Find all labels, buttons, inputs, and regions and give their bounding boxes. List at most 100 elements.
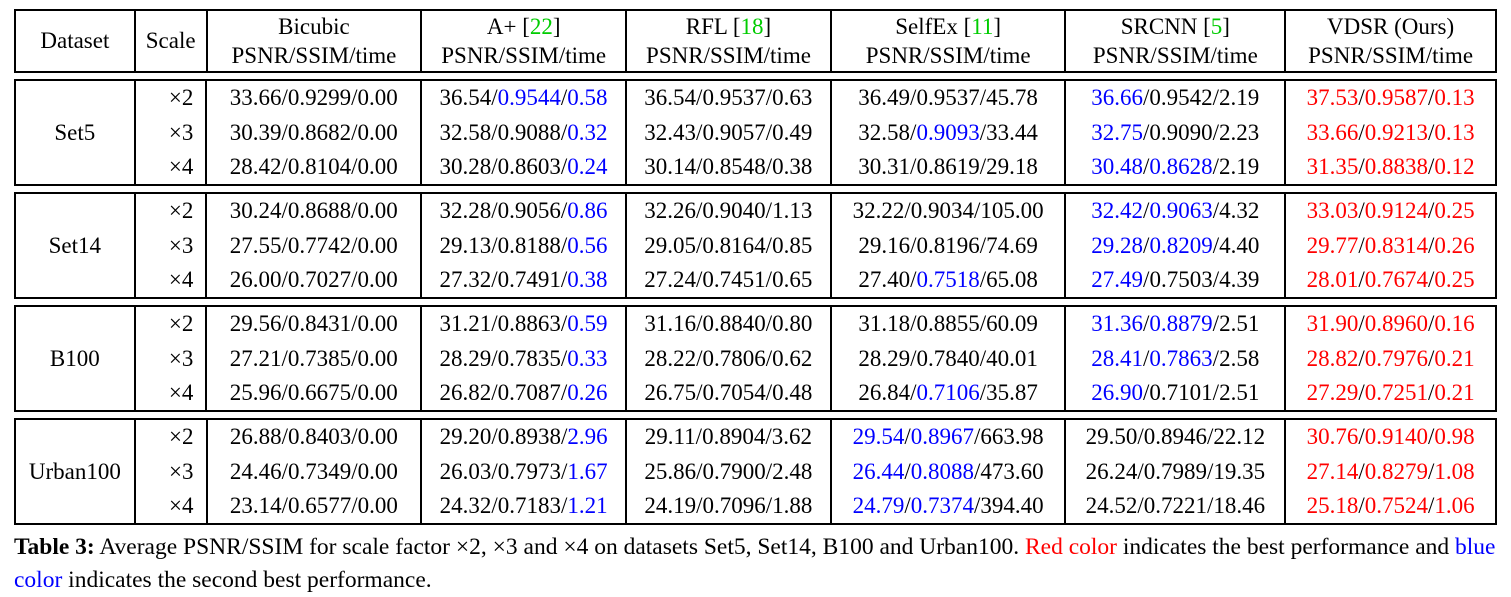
psnr-value: 30.28 [439,154,492,179]
metric-cell: 29.77/0.8314/0.26 [1284,228,1496,263]
metric-cell: 32.75/0.9090/2.23 [1064,115,1286,150]
metric-cell: 31.16/0.8840/0.80 [624,306,831,341]
metric-cell: 32.22/0.9034/105.00 [829,193,1066,228]
separator: / [1143,267,1150,292]
separator: / [351,311,358,336]
time-value: 0.13 [1434,119,1475,145]
method-name: A+ [22] [423,12,625,41]
time-value: 0.12 [1434,154,1475,179]
metric-cell: 26.84/0.7106/35.87 [829,376,1066,411]
psnr-value: 29.56 [229,311,282,336]
psnr-value: 31.18 [858,311,911,336]
text-segment: RFL [ [685,14,741,39]
metric-cell: 29.05/0.8164/0.85 [624,228,831,263]
psnr-value: 37.53 [1306,85,1359,110]
col-header-dataset: Dataset [14,10,135,72]
separator: / [560,267,568,292]
separator: / [491,424,498,449]
metric-cell: 27.29/0.7251/0.21 [1284,376,1496,411]
scale-cell: ×4 [133,263,207,298]
ssim-value: 0.7976 [1364,345,1428,371]
separator: / [491,311,498,336]
metric-cell: 36.54/0.9544/0.58 [420,80,626,115]
time-value: 2.51 [1219,380,1260,405]
ssim-value: 0.8209 [1149,232,1213,258]
separator: / [351,493,358,518]
psnr-value: 26.75 [644,380,697,405]
metric-cell: 24.19/0.7096/1.88 [624,489,831,524]
psnr-value: 28.29 [858,345,911,371]
psnr-value: 36.49 [858,85,911,110]
ssim-value: 0.9057 [702,119,766,145]
text-segment: ] [1222,14,1230,39]
separator: / [1358,154,1365,179]
psnr-value: 32.43 [644,119,697,145]
separator: / [1137,424,1144,449]
time-value: 0.21 [1434,380,1475,405]
separator: / [1206,424,1214,449]
psnr-value: 31.21 [439,311,492,336]
time-value: 2.48 [772,458,813,484]
time-value: 2.19 [1219,85,1260,110]
psnr-value: 36.54 [644,85,697,110]
metric-cell: 26.00/0.7027/0.00 [205,263,422,298]
time-value: 0.16 [1434,311,1475,336]
ssim-value: 0.7503 [1149,267,1213,292]
separator: / [1358,311,1365,336]
caption-segment: indicates the best performance and [1117,534,1455,560]
separator: / [491,198,498,223]
time-value: 1.67 [567,458,608,484]
time-value: 1.08 [1434,458,1475,484]
ssim-value: 0.7349 [288,458,352,484]
psnr-value: 28.01 [1306,267,1359,292]
table-row: B100 ×2 29.56/0.8431/0.00 31.21/0.8863/0.59… [14,306,1496,411]
metric-cell: 25.18/0.7524/1.06 [1284,489,1496,524]
ssim-value: 0.8960 [1364,311,1428,336]
psnr-value: 36.66 [1091,85,1144,110]
separator: / [1427,380,1435,405]
scale-cell: ×3 [133,341,207,376]
ssim-value: 0.7989 [1143,458,1207,484]
separator: / [491,345,498,371]
scale-cell: ×4 [133,150,207,185]
psnr-value: 24.19 [644,493,697,518]
time-value: 0.38 [772,154,813,179]
separator: / [560,232,568,258]
psnr-value: 29.50 [1085,424,1138,449]
separator: / [696,85,703,110]
separator: / [351,154,358,179]
metric-cell: 26.82/0.7087/0.26 [420,376,626,411]
separator: / [1427,232,1435,258]
time-value: 2.96 [567,424,608,449]
separator: / [351,458,358,484]
ssim-value: 0.7806 [702,345,766,371]
time-value: 74.69 [986,232,1038,258]
separator: / [765,119,773,145]
psnr-value: 29.54 [852,424,905,449]
metric-cell: 23.14/0.6577/0.00 [205,489,422,524]
ssim-value: 0.7101 [1149,380,1213,405]
time-value: 0.56 [567,232,608,258]
method-name: RFL [18] [628,12,830,41]
table-row: ×4 26.00/0.7027/0.00 27.32/0.7491/0.38 27.2… [15,263,1496,298]
time-value: 0.00 [357,154,398,179]
metric-cell: 26.24/0.7989/19.35 [1064,454,1286,489]
separator: / [1358,493,1365,518]
separator: / [281,424,288,449]
col-header-vdsr-ours: VDSR (Ours) PSNR/SSIM/time [1284,10,1496,72]
separator: / [560,198,568,223]
ssim-value: 0.8619 [916,154,980,179]
table-row: ×4 23.14/0.6577/0.00 24.32/0.7183/1.21 24.1… [15,489,1496,524]
separator: / [560,119,568,145]
ssim-value: 0.9056 [497,198,561,223]
time-value: 3.62 [771,424,812,449]
psnr-value: 30.76 [1306,424,1359,449]
psnr-value: 26.44 [852,458,905,484]
separator: / [1358,119,1365,145]
separator: / [1212,345,1220,371]
table-caption: Table 3: Average PSNR/SSIM for scale fac… [14,531,1497,597]
ssim-value: 0.8938 [497,424,561,449]
psnr-value: 28.22 [644,345,697,371]
caption-segment: Table 3: [14,534,95,560]
metric-cell: 32.26/0.9040/1.13 [624,193,831,228]
